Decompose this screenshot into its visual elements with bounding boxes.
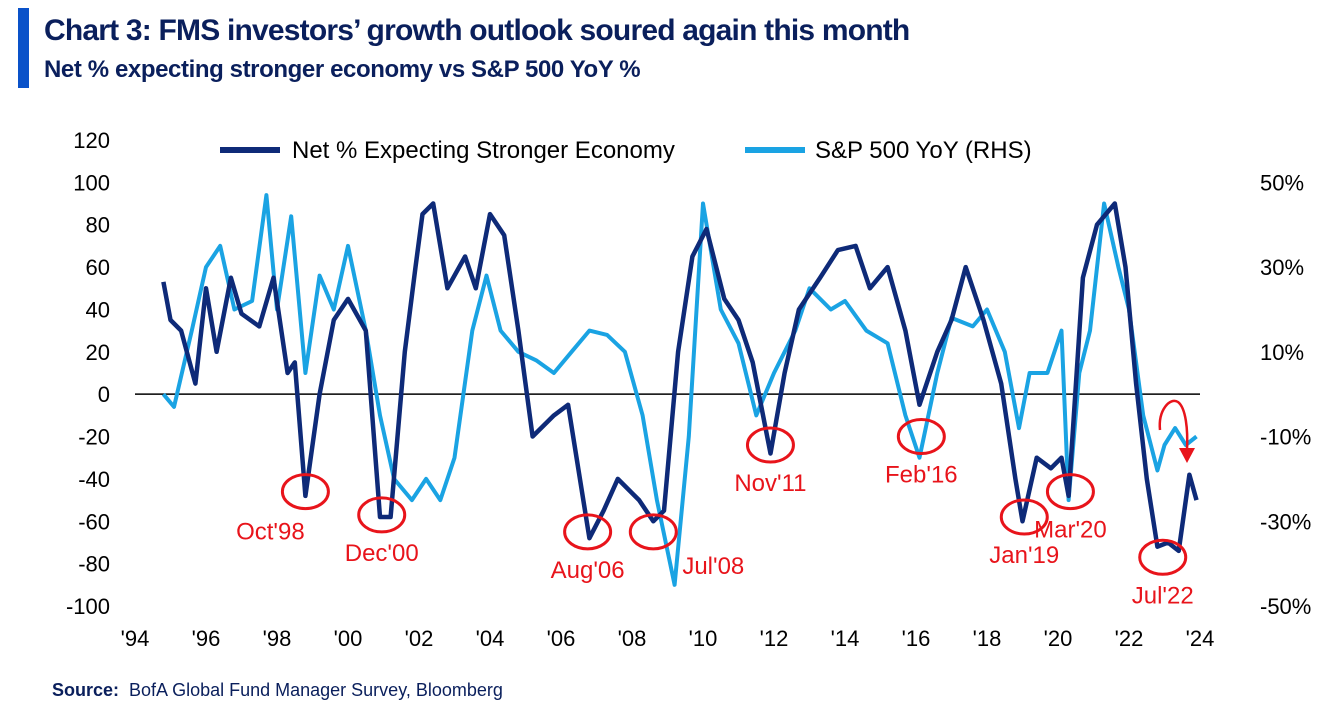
y-left-tick-label: -60 <box>78 509 110 534</box>
x-tick-label: '00 <box>334 626 363 651</box>
x-tick-label: '20 <box>1044 626 1073 651</box>
annotations: Oct'98 Dec'00 Aug'06 Jul'08 Nov'11 Feb'16 Jan'… <box>236 418 1194 609</box>
legend-label: S&P 500 YoY (RHS) <box>815 137 1032 164</box>
x-tick-label: '94 <box>121 626 150 651</box>
source-label: Source: <box>52 680 120 700</box>
annotation-circle <box>1045 473 1095 511</box>
x-tick-label: '22 <box>1115 626 1144 651</box>
y-axis-right: 50% 30% 10% -10% -30% -50% <box>1260 170 1311 619</box>
annotation-label: Jan'19 <box>989 542 1059 569</box>
y-left-tick-label: 40 <box>86 297 110 322</box>
x-tick-label: '14 <box>831 626 860 651</box>
annotation-label: Jul'08 <box>682 553 744 580</box>
series-line-net-expecting <box>161 201 1199 554</box>
source-note: Source: BofA Global Fund Manager Survey, … <box>52 680 503 701</box>
x-tick-label: '12 <box>760 626 789 651</box>
source-text: BofA Global Fund Manager Survey, Bloombe… <box>129 680 503 700</box>
legend-label: Net % Expecting Stronger Economy <box>292 137 675 164</box>
chart-svg: 120 100 80 60 40 20 0 -20 -40 -60 -80 -100 50% 30% 10… <box>66 128 1311 651</box>
legend: Net % Expecting Stronger Economy S&P 500 … <box>220 137 1032 164</box>
y-left-tick-label: -80 <box>78 552 110 577</box>
x-tick-label: '96 <box>192 626 221 651</box>
x-tick-label: '10 <box>689 626 718 651</box>
annotation-label: Mar'20 <box>1034 517 1107 544</box>
y-left-tick-label: -20 <box>78 425 110 450</box>
y-axis-left: 120 100 80 60 40 20 0 -20 -40 -60 -80 -100 <box>66 128 110 619</box>
y-left-tick-label: 100 <box>73 170 110 195</box>
annotation-circle <box>357 496 407 534</box>
y-left-tick-label: 0 <box>98 382 110 407</box>
trend-arrow <box>1158 399 1195 463</box>
x-tick-label: '04 <box>476 626 505 651</box>
y-right-tick-label: 10% <box>1260 340 1304 365</box>
series-line-sp500-yoy <box>161 193 1198 587</box>
y-right-tick-label: -50% <box>1260 594 1311 619</box>
y-left-tick-label: -100 <box>66 594 110 619</box>
x-axis: '94 '96 '98 '00 '02 '04 '06 '08 '10 '12 '14 '16 '18 '… <box>121 626 1215 651</box>
x-tick-label: '06 <box>547 626 576 651</box>
chart-subtitle: Net % expecting stronger economy vs S&P … <box>44 56 641 83</box>
x-tick-label: '02 <box>405 626 434 651</box>
accent-bar <box>18 8 29 88</box>
annotation-circle <box>280 473 330 511</box>
y-left-tick-label: 120 <box>73 128 110 153</box>
annotation-circle <box>1138 538 1188 576</box>
y-right-tick-label: 30% <box>1260 255 1304 280</box>
chart-title: Chart 3: FMS investors’ growth outlook s… <box>44 14 910 47</box>
y-left-tick-label: 20 <box>86 340 110 365</box>
annotation-label: Feb'16 <box>885 462 958 489</box>
annotation-circle <box>628 513 678 551</box>
x-tick-label: '18 <box>973 626 1002 651</box>
annotation-circle <box>745 426 795 464</box>
annotation-label: Dec'00 <box>345 540 419 567</box>
annotation-label: Oct'98 <box>236 519 305 546</box>
annotation-label: Jul'22 <box>1132 582 1194 609</box>
x-tick-label: '98 <box>263 626 292 651</box>
annotation-label: Aug'06 <box>551 557 625 584</box>
annotation-label: Nov'11 <box>734 470 806 497</box>
y-left-tick-label: -40 <box>78 467 110 492</box>
y-right-tick-label: -30% <box>1260 509 1311 534</box>
annotation-circle <box>896 418 946 456</box>
y-right-tick-label: -10% <box>1260 425 1311 450</box>
y-left-tick-label: 80 <box>86 213 110 238</box>
x-tick-label: '08 <box>618 626 647 651</box>
annotation-circle <box>563 513 613 551</box>
series-group <box>161 193 1199 587</box>
x-tick-label: '24 <box>1186 626 1215 651</box>
annotation-circle <box>999 498 1049 536</box>
y-left-tick-label: 60 <box>86 255 110 280</box>
y-right-tick-label: 50% <box>1260 170 1304 195</box>
x-tick-label: '16 <box>902 626 931 651</box>
